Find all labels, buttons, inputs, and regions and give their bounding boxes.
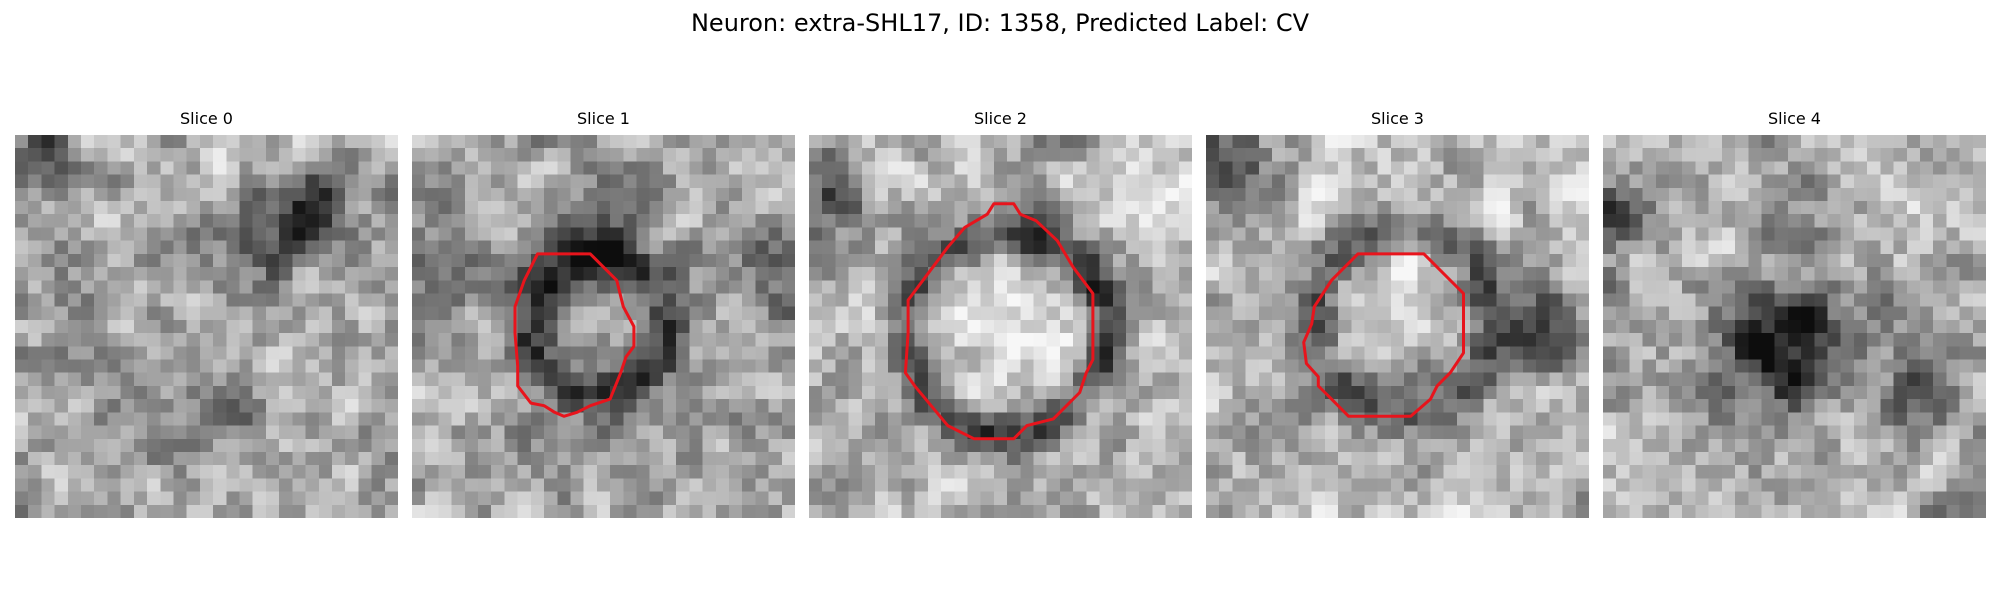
neuron-contour — [1302, 252, 1465, 418]
pixel-grid — [1603, 135, 1986, 518]
pixel-grid — [1206, 135, 1589, 518]
slice-image-3 — [1206, 135, 1589, 518]
slice-title: Slice 1 — [577, 109, 630, 128]
pixel-grid — [412, 135, 795, 518]
neuron-contour — [513, 252, 636, 418]
neuron-contour — [903, 202, 1095, 441]
pixel-grid — [15, 135, 398, 518]
slice-image-2 — [809, 135, 1192, 518]
slice-image-0 — [15, 135, 398, 518]
slice-image-4 — [1603, 135, 1986, 518]
slice-title: Slice 3 — [1371, 109, 1424, 128]
figure-title: Neuron: extra-SHL17, ID: 1358, Predicted… — [690, 9, 1310, 37]
pixel-grid — [809, 135, 1192, 518]
slice-image-1 — [412, 135, 795, 518]
slice-title: Slice 4 — [1768, 109, 1821, 128]
slice-title: Slice 2 — [974, 109, 1027, 128]
slice-title: Slice 0 — [180, 109, 233, 128]
